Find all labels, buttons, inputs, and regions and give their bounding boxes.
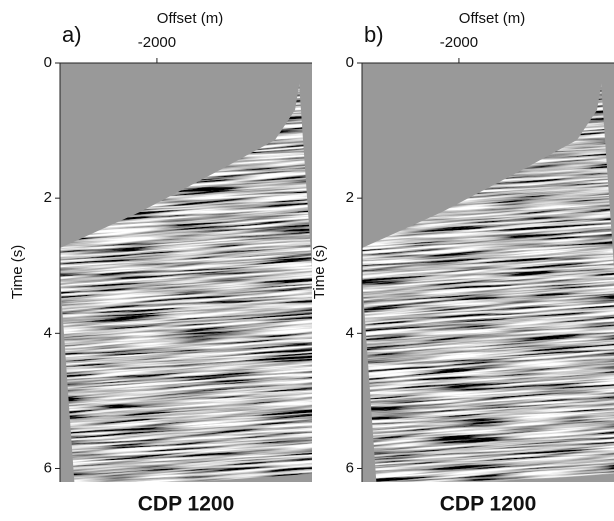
panel-label: b) [364,22,384,47]
y-tick-label: 2 [346,189,354,206]
y-tick-label: 0 [44,54,52,71]
caption: CDP 1200 [440,493,537,516]
x-axis-label: Offset (m) [157,10,223,27]
y-tick-label: 6 [346,459,354,476]
y-tick-label: 0 [346,54,354,71]
y-axis-label: Time (s) [311,245,328,299]
y-axis-label: Time (s) [9,245,26,299]
y-tick-label: 2 [44,189,52,206]
y-tick-label: 4 [346,324,354,341]
y-tick-label: 4 [44,324,52,341]
y-tick-label: 6 [44,459,52,476]
x-tick-label: -2000 [440,34,478,51]
panel-label: a) [62,22,82,47]
x-axis-label: Offset (m) [459,10,525,27]
caption: CDP 1200 [138,493,235,516]
x-tick-label: -2000 [138,34,176,51]
